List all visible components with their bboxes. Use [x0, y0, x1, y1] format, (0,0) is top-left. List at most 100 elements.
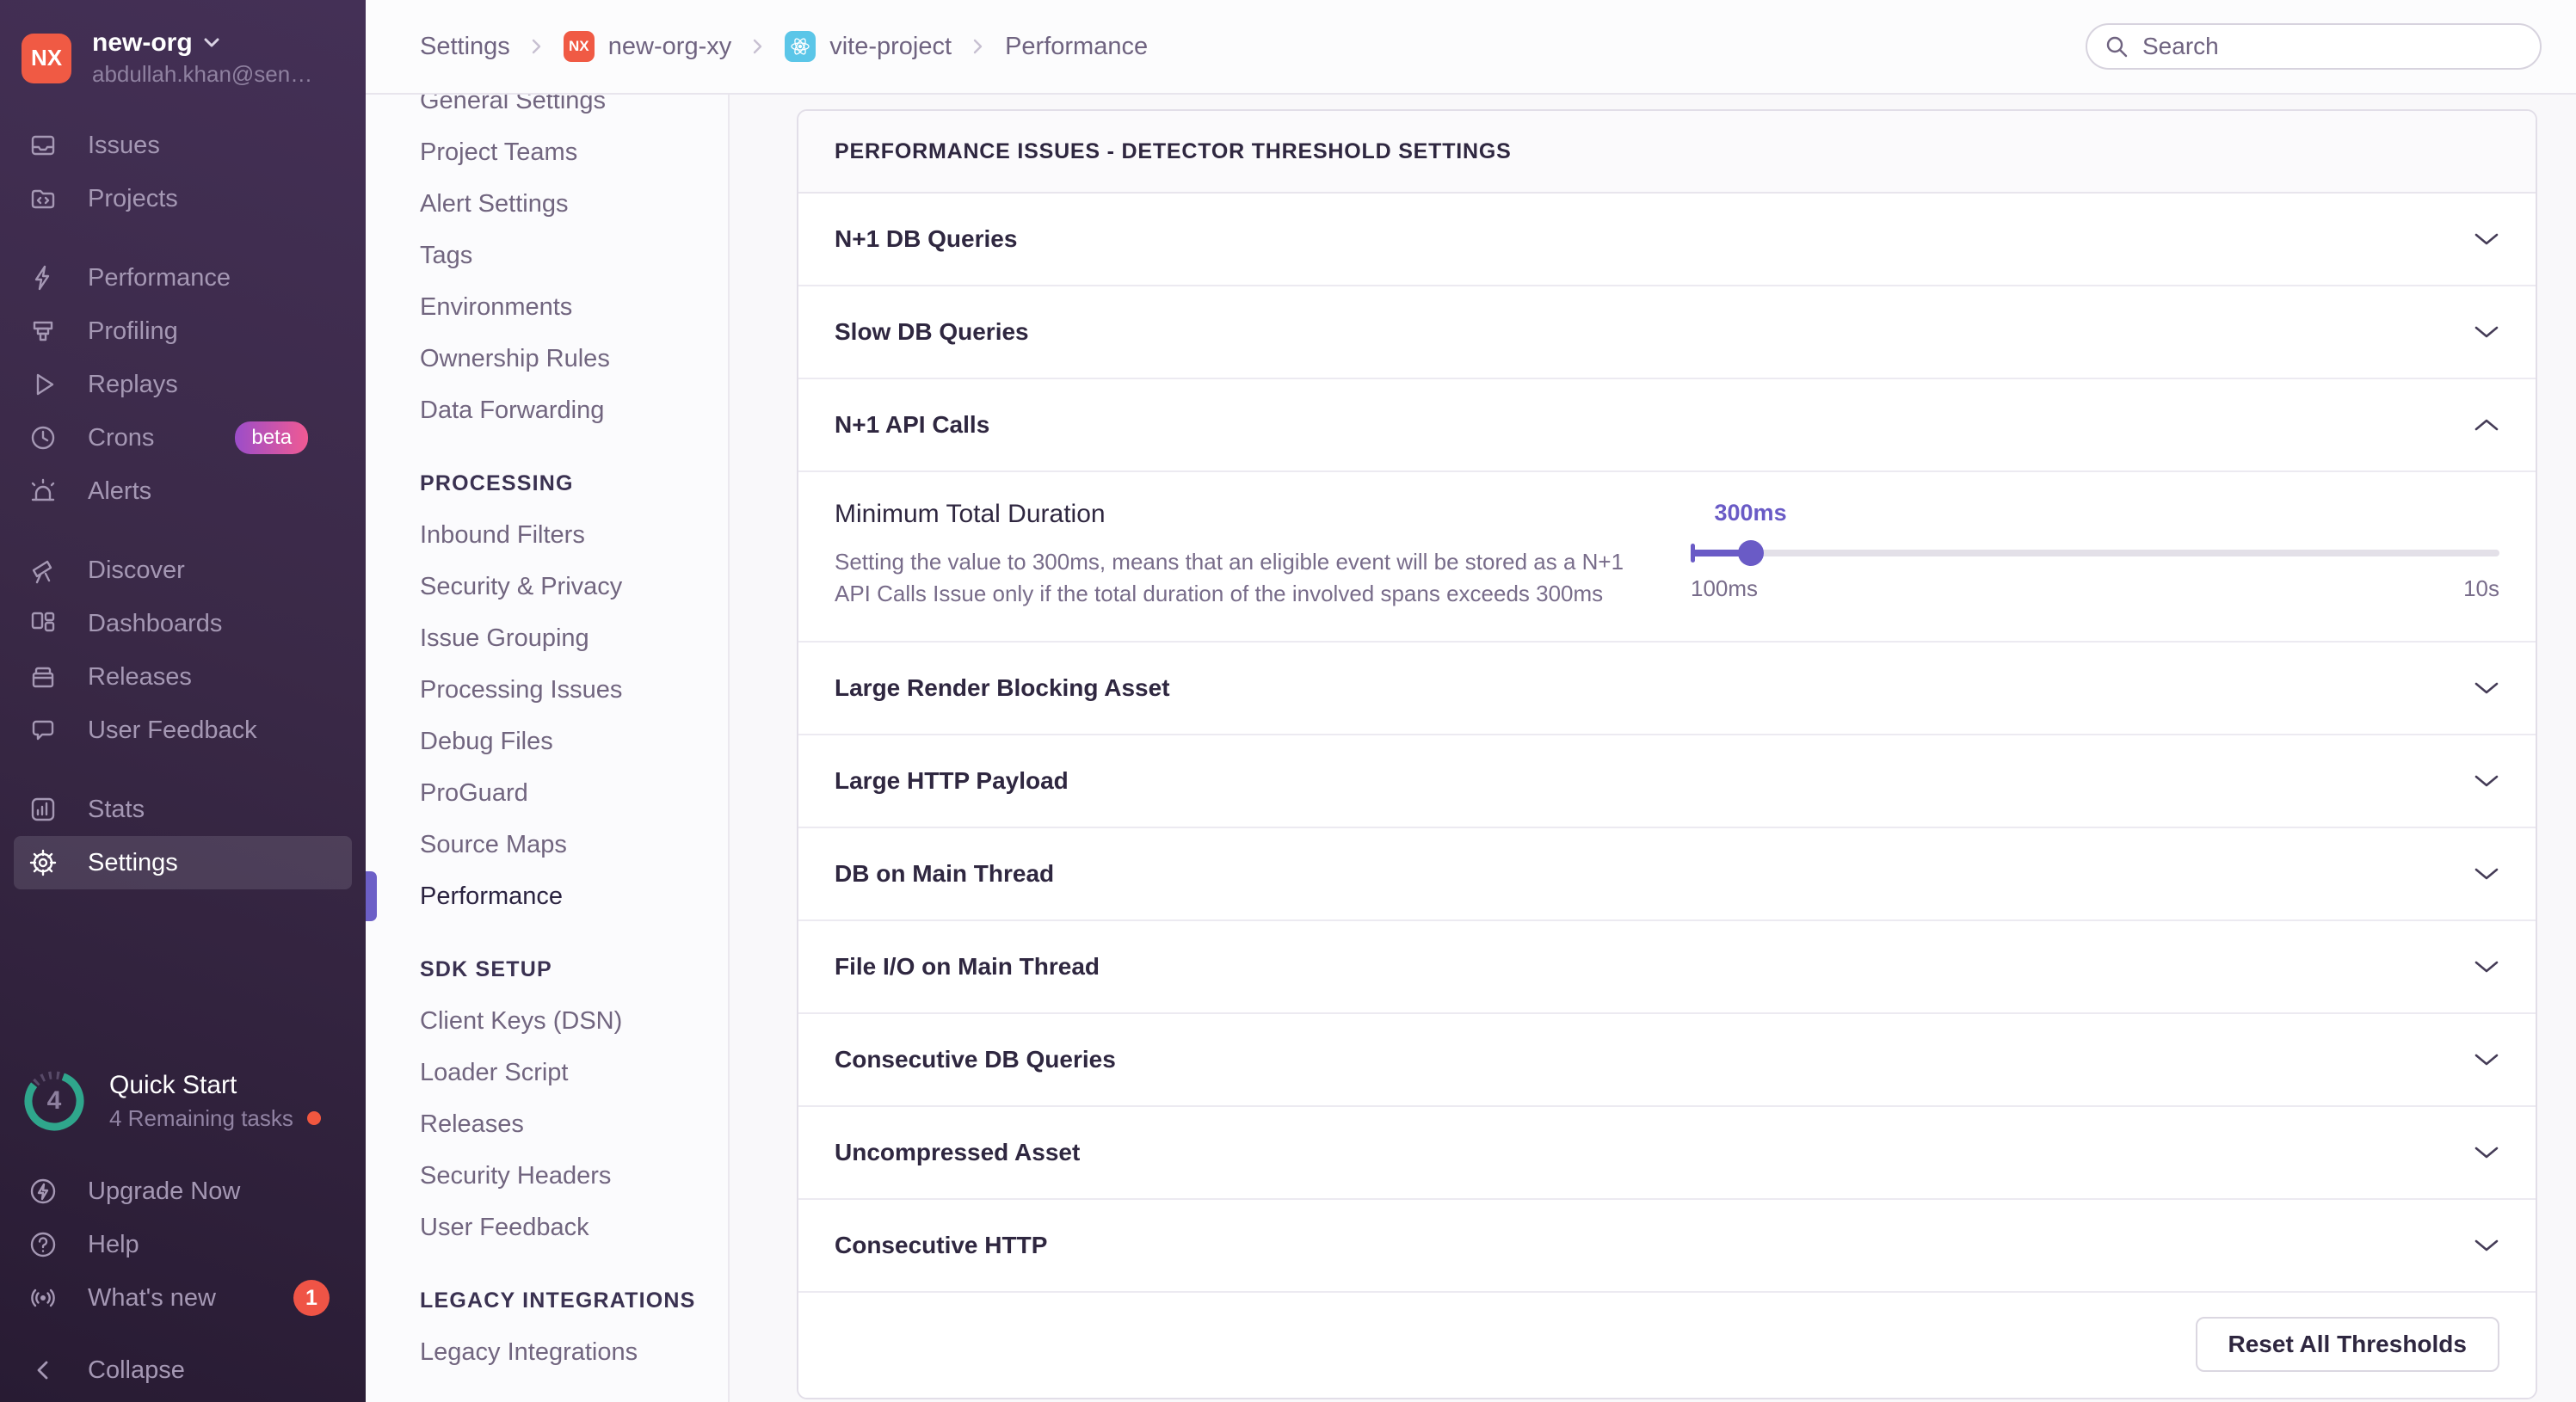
sidebar-item-crons[interactable]: Crons beta [14, 411, 352, 464]
setting-text: Minimum Total Duration Setting the value… [835, 500, 1639, 610]
nav-item-source-maps[interactable]: Source Maps [420, 819, 728, 870]
chevron-down-icon [2474, 867, 2499, 881]
nav-item-user-feedback[interactable]: User Feedback [420, 1202, 728, 1253]
collapse-button[interactable]: Collapse [14, 1344, 352, 1397]
search-input[interactable] [2142, 33, 2523, 60]
slider-track[interactable] [1691, 540, 2499, 566]
sidebar-item-label: Stats [88, 795, 145, 823]
nav-section-sdk-setup: SDK SETUP [420, 956, 552, 981]
nav-item-project-teams[interactable]: Project Teams [420, 126, 728, 178]
nav-item-processing-issues[interactable]: Processing Issues [420, 664, 728, 716]
accordion-row-slow-db-queries[interactable]: Slow DB Queries [798, 286, 2536, 379]
chevron-down-icon [2474, 960, 2499, 974]
nav-item-security-headers[interactable]: Security Headers [420, 1150, 728, 1202]
search-icon [2105, 34, 2129, 58]
org-email: abdullah.khan@sen… [92, 61, 313, 87]
nav-item-inbound-filters[interactable]: Inbound Filters [420, 509, 728, 561]
org-avatar: NX [22, 33, 71, 83]
quick-start-title: Quick Start [109, 1070, 237, 1099]
nav-item-label: Project Teams [420, 138, 578, 166]
sidebar-item-label: Dashboards [88, 609, 223, 637]
nav-item-label: Ownership Rules [420, 344, 610, 372]
slider-start-cap [1691, 544, 1695, 563]
sidebar-item-dashboards[interactable]: Dashboards [14, 597, 352, 650]
org-switcher[interactable]: NX new-org abdullah.khan@sen… [22, 28, 344, 88]
sidebar-item-issues[interactable]: Issues [14, 119, 352, 172]
accordion-row-large-render-blocking-asset[interactable]: Large Render Blocking Asset [798, 642, 2536, 735]
slider-fill [1691, 550, 1751, 556]
nav-item-label: Issue Grouping [420, 624, 589, 652]
accordion-label: N+1 DB Queries [835, 225, 1018, 252]
nav-item-performance[interactable]: Performance [366, 870, 728, 922]
nav-item-loader-script[interactable]: Loader Script [420, 1047, 728, 1098]
accordion-row-uncompressed-asset[interactable]: Uncompressed Asset [798, 1106, 2536, 1200]
accordion-row-db-on-main-thread[interactable]: DB on Main Thread [798, 827, 2536, 921]
nav-item-label: Data Forwarding [420, 396, 605, 424]
accordion-row-file-io-on-main-thread[interactable]: File I/O on Main Thread [798, 920, 2536, 1014]
dashboard-grid-icon [28, 608, 59, 639]
nav-item-releases[interactable]: Releases [420, 1098, 728, 1150]
reset-all-thresholds-button[interactable]: Reset All Thresholds [2195, 1316, 2499, 1372]
accordion-row-n1-api-calls[interactable]: N+1 API Calls [798, 379, 2536, 472]
accordion-row-large-http-payload[interactable]: Large HTTP Payload [798, 735, 2536, 828]
slider-thumb[interactable] [1737, 540, 1764, 566]
sidebar-item-releases[interactable]: Releases [14, 650, 352, 704]
chevron-down-icon [2474, 1146, 2499, 1159]
nav-item-proguard[interactable]: ProGuard [420, 767, 728, 819]
nav-item-environments[interactable]: Environments [420, 281, 728, 333]
nav-item-issue-grouping[interactable]: Issue Grouping [420, 612, 728, 664]
nav-item-label: Processing Issues [420, 675, 623, 704]
sidebar-item-alerts[interactable]: Alerts [14, 464, 352, 518]
nav-item-data-forwarding[interactable]: Data Forwarding [420, 384, 728, 436]
nav-item-tags[interactable]: Tags [420, 230, 728, 281]
sidebar-item-stats[interactable]: Stats [14, 783, 352, 836]
sidebar-item-user-feedback[interactable]: User Feedback [14, 704, 352, 757]
nav-item-label: ProGuard [420, 778, 528, 807]
breadcrumb-page: Performance [1005, 33, 1148, 61]
sidebar-item-upgrade-now[interactable]: Upgrade Now [14, 1165, 352, 1218]
sidebar-group-insights: Performance Profiling Replays Crons beta… [0, 251, 366, 518]
org-name: new-org [92, 28, 193, 57]
accordion-row-n1-db-queries[interactable]: N+1 DB Queries [798, 194, 2536, 286]
sidebar-item-help[interactable]: Help [14, 1218, 352, 1271]
sidebar-item-replays[interactable]: Replays [14, 358, 352, 411]
accordion-row-consecutive-http[interactable]: Consecutive HTTP [798, 1199, 2536, 1293]
accordion-row-consecutive-db-queries[interactable]: Consecutive DB Queries [798, 1013, 2536, 1107]
breadcrumb-project[interactable]: vite-project [785, 31, 952, 62]
nav-item-label: Legacy Integrations [420, 1337, 638, 1366]
breadcrumb-label: Settings [420, 32, 510, 60]
nav-item-label: Performance [420, 882, 564, 910]
breadcrumb-organization[interactable]: NX new-org-xy [563, 31, 732, 62]
breadcrumb-label: new-org-xy [607, 32, 732, 60]
sidebar-item-discover[interactable]: Discover [14, 544, 352, 597]
sidebar-item-label: User Feedback [88, 716, 257, 744]
body-row: General Settings Project Teams Alert Set… [366, 95, 2576, 1402]
notification-badge: 1 [293, 1280, 330, 1316]
threshold-settings-panel: PERFORMANCE ISSUES - DETECTOR THRESHOLD … [797, 109, 2537, 1399]
slider-max-label: 10s [2463, 575, 2499, 601]
sidebar-item-label: Crons [88, 423, 155, 452]
sidebar-item-whats-new[interactable]: What's new 1 [14, 1271, 352, 1325]
nav-item-legacy-integrations[interactable]: Legacy Integrations [420, 1326, 728, 1378]
nav-item-client-keys[interactable]: Client Keys (DSN) [420, 995, 728, 1047]
sidebar-item-settings[interactable]: Settings [14, 836, 352, 889]
nav-item-ownership-rules[interactable]: Ownership Rules [420, 333, 728, 384]
accordion-label: N+1 API Calls [835, 411, 990, 438]
siren-icon [28, 476, 59, 507]
nav-item-general-settings[interactable]: General Settings [420, 95, 728, 126]
search-box[interactable] [2086, 23, 2542, 70]
sidebar-item-label: Discover [88, 556, 185, 584]
sidebar-item-profiling[interactable]: Profiling [14, 304, 352, 358]
nav-item-alert-settings[interactable]: Alert Settings [420, 178, 728, 230]
sidebar-item-projects[interactable]: Projects [14, 172, 352, 225]
nav-item-debug-files[interactable]: Debug Files [420, 716, 728, 767]
nav-item-label: Loader Script [420, 1058, 569, 1086]
sidebar-item-label: Replays [88, 370, 178, 398]
breadcrumb: Settings NX new-org-xy vite-project Perf… [420, 31, 1148, 62]
chevron-up-icon [2474, 418, 2499, 432]
chevron-down-icon [2474, 232, 2499, 246]
sidebar-item-performance[interactable]: Performance [14, 251, 352, 304]
breadcrumb-settings[interactable]: Settings [420, 33, 510, 61]
nav-item-security-privacy[interactable]: Security & Privacy [420, 561, 728, 612]
quick-start-panel[interactable]: 4 Quick Start 4 Remaining tasks [22, 1068, 344, 1134]
